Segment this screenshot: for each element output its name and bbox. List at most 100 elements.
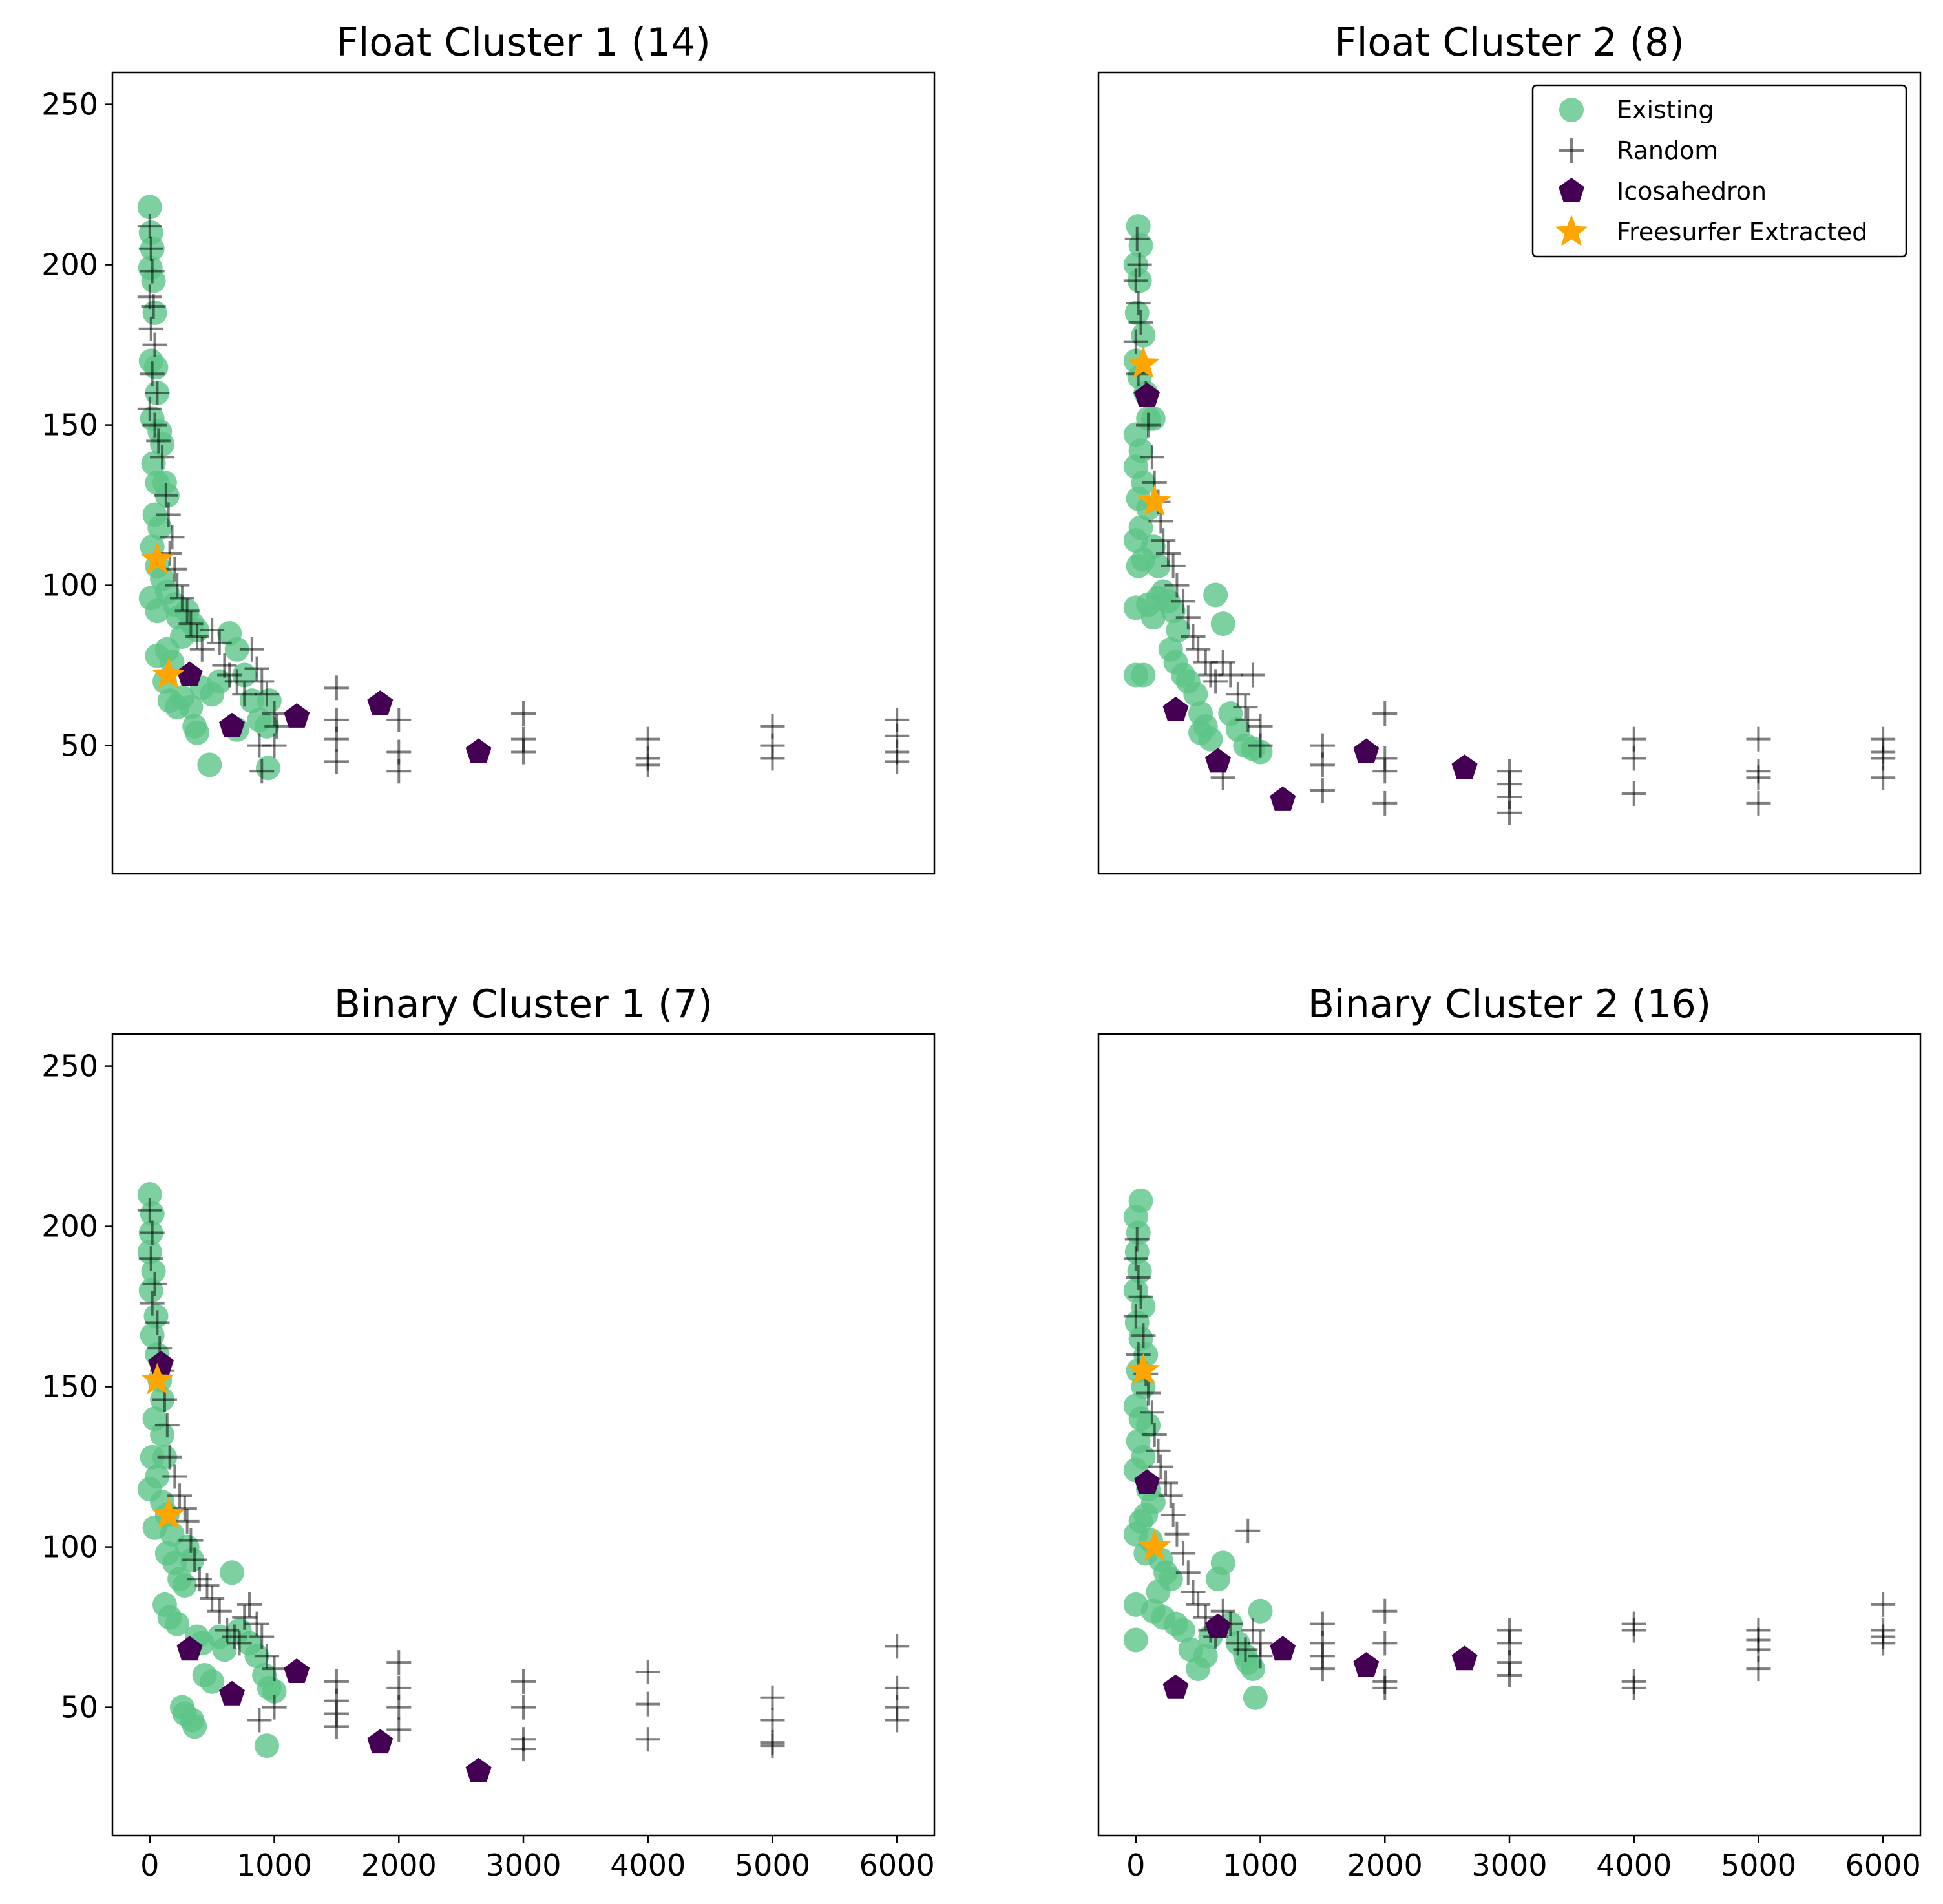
data-marks [137, 1182, 910, 1782]
random-point [194, 1573, 220, 1598]
random-point [244, 656, 269, 681]
random-point [244, 1611, 269, 1636]
random-point [137, 214, 162, 239]
icosahedron-point [1451, 754, 1478, 779]
x-tick-label: 1000 [236, 1848, 312, 1883]
x-tick-label: 4000 [1596, 1848, 1672, 1883]
icosahedron-point [148, 1350, 174, 1375]
x-tick-label: 2000 [1347, 1848, 1423, 1883]
existing-point [212, 1637, 237, 1662]
random-point [1621, 1618, 1646, 1643]
existing-point [145, 643, 170, 668]
random-point [1151, 528, 1176, 553]
random-point [145, 1310, 170, 1335]
existing-point [1171, 1618, 1196, 1643]
freesurfer-point [1138, 484, 1171, 516]
random-point [1372, 1631, 1398, 1656]
icosahedron-point [1162, 1674, 1189, 1699]
random-point [1746, 726, 1771, 752]
random-point [140, 1291, 165, 1316]
existing-point [1198, 726, 1223, 752]
random-point [511, 1695, 536, 1720]
x-tick-label: 5000 [1721, 1848, 1796, 1883]
existing-point [150, 432, 175, 457]
random-point [1148, 1454, 1173, 1479]
random-point [264, 714, 289, 739]
random-point [760, 1708, 785, 1733]
random-point [1146, 1438, 1171, 1463]
existing-point [165, 1611, 190, 1636]
panel-2: Float Cluster 2 (8) Existing Random Icosahe… [1097, 20, 1922, 875]
random-point [254, 682, 279, 707]
y-tick-label: 100 [41, 568, 98, 603]
random-point [262, 733, 287, 758]
random-point [140, 1220, 165, 1245]
random-point [1186, 1592, 1211, 1617]
random-point [167, 1483, 193, 1508]
random-point [1136, 1380, 1161, 1406]
data-marks [137, 195, 910, 784]
random-point [178, 611, 204, 637]
random-point [324, 749, 349, 774]
random-point [1310, 752, 1335, 777]
existing-point [1146, 553, 1171, 578]
random-point [262, 1656, 287, 1682]
random-point [1124, 226, 1150, 251]
random-point [1181, 1580, 1206, 1605]
random-point [157, 541, 182, 566]
random-point [224, 669, 249, 694]
random-point [150, 445, 175, 470]
icosahedron-point [1205, 748, 1231, 773]
plot-frame [1097, 71, 1922, 875]
random-point [141, 294, 166, 319]
existing-point [1248, 1598, 1273, 1624]
random-point [760, 1685, 785, 1710]
random-point [1372, 701, 1398, 726]
random-point [249, 1624, 275, 1649]
chart-title: Binary Cluster 1 (7) [334, 982, 713, 1027]
random-point [154, 1413, 180, 1438]
icosahedron-point [284, 703, 310, 728]
y-tick-label: 150 [41, 1370, 98, 1404]
random-point [1746, 765, 1771, 790]
x-tick-label: 6000 [859, 1848, 935, 1883]
random-point [212, 653, 237, 678]
random-point [1164, 573, 1190, 598]
random-point [1233, 1637, 1258, 1662]
random-point [137, 284, 162, 310]
data-marks [1123, 1188, 1896, 1710]
y-tick-label: 50 [60, 728, 98, 763]
random-point [1164, 1521, 1190, 1547]
plot-frame [111, 71, 936, 875]
random-point [178, 1528, 204, 1553]
random-point [162, 556, 187, 582]
random-point [142, 412, 167, 438]
icosahedron-point [1162, 697, 1189, 721]
icosahedron-point [367, 690, 394, 715]
random-point [1158, 1483, 1183, 1508]
random-point [1240, 662, 1265, 688]
random-point [1218, 662, 1243, 688]
icosahedron-point [367, 1729, 394, 1754]
random-point [249, 759, 275, 784]
freesurfer-point [152, 657, 185, 690]
random-point [760, 1733, 785, 1759]
existing-point [182, 1714, 207, 1739]
legend-marker-icosahedron [1559, 178, 1584, 202]
existing-point [178, 695, 204, 720]
panel-1: Float Cluster 1 (14) 50 100 150 200 250 [41, 20, 936, 875]
x-tick-label: 6000 [1845, 1848, 1921, 1883]
random-point [185, 624, 210, 649]
random-point [1127, 252, 1152, 277]
existing-point [1203, 582, 1228, 608]
random-point [1871, 765, 1896, 790]
random-point [635, 1660, 660, 1685]
random-point [137, 396, 162, 421]
x-tick-label: 3000 [485, 1848, 561, 1883]
icosahedron-point [219, 712, 245, 737]
random-point [1372, 790, 1398, 816]
random-point [227, 1631, 252, 1656]
random-point [1181, 624, 1206, 649]
random-point [239, 637, 264, 662]
